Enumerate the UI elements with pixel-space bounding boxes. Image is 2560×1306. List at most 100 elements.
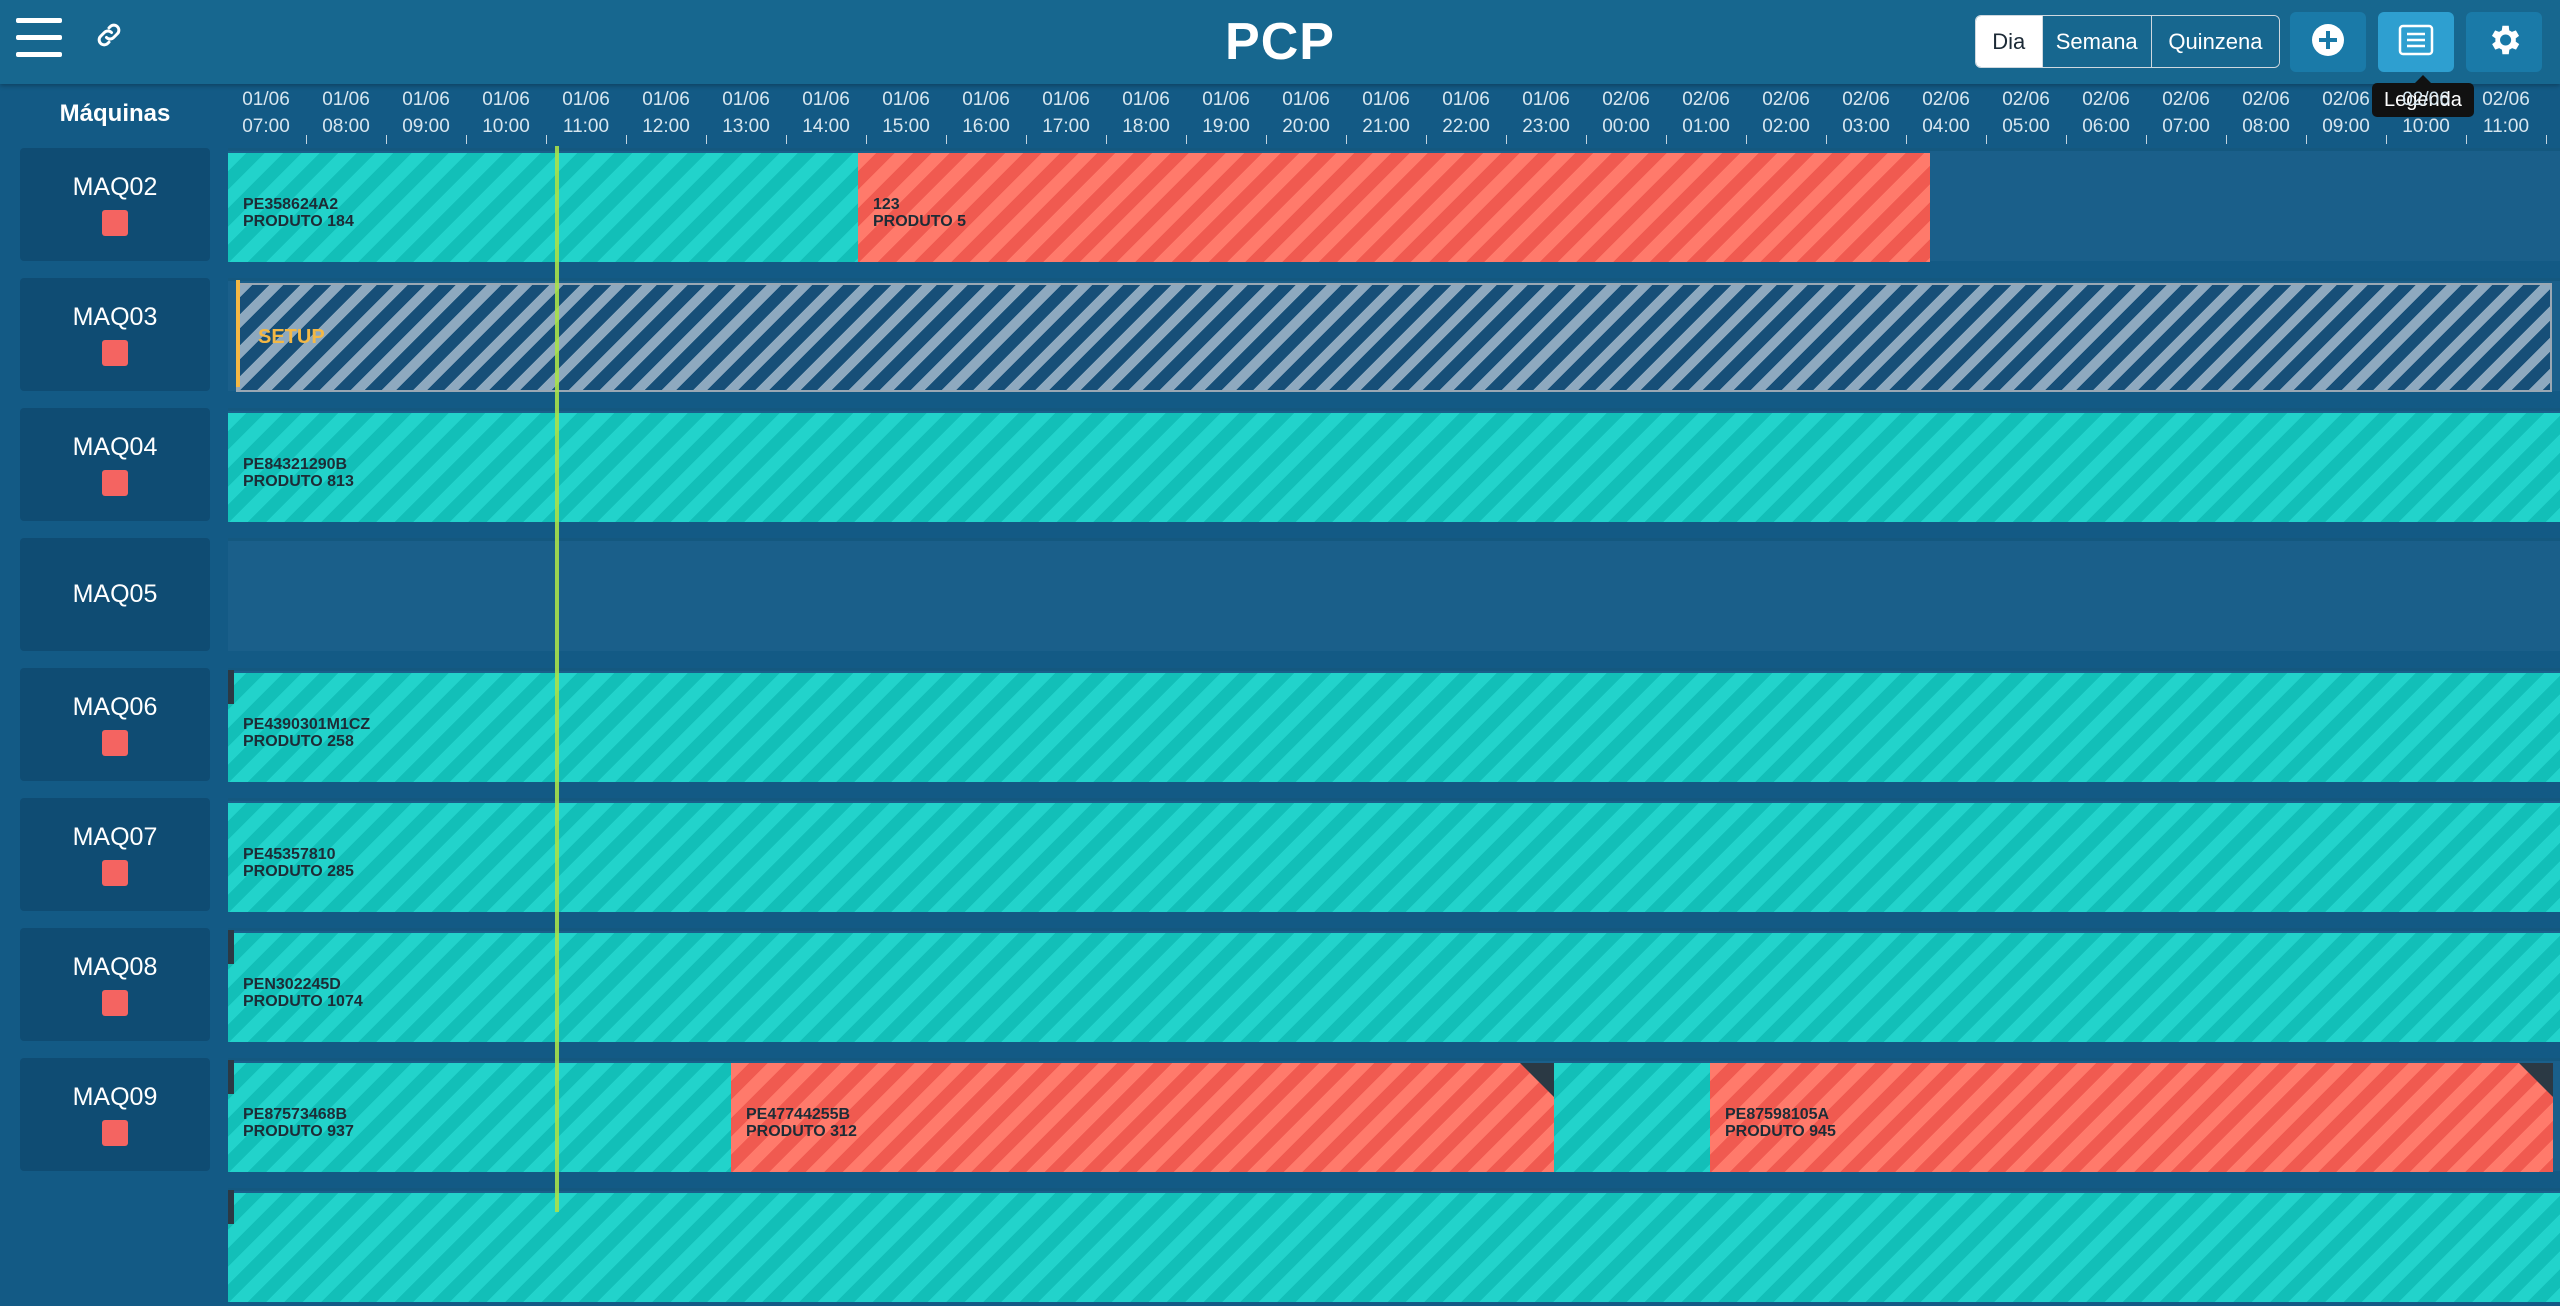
tick-mark	[2066, 135, 2067, 144]
tick-mark	[786, 135, 787, 144]
order-product: PRODUTO 937	[243, 1123, 354, 1140]
machine-card[interactable]: MAQ06	[20, 668, 210, 781]
machine-card[interactable]: MAQ07	[20, 798, 210, 911]
tick-date: 01/06	[1282, 89, 1330, 110]
tick-date: 01/06	[1442, 89, 1490, 110]
production-order-block[interactable]: PE87598105A PRODUTO 945	[1710, 1063, 2553, 1172]
tick-time: 10:00	[482, 116, 530, 137]
time-tick-label: 01/06 07:00	[226, 86, 306, 140]
production-order-block[interactable]: PE87573468B PRODUTO 937	[228, 1063, 731, 1172]
machine-status-indicator	[102, 210, 128, 236]
tick-time: 20:00	[1282, 116, 1330, 137]
production-order-block[interactable]: PE4390301M1CZ PRODUTO 258	[228, 673, 2560, 782]
production-order-block[interactable]: PE45357810 PRODUTO 285	[228, 803, 2560, 912]
machine-row: MAQ07 PE45357810 PRODUTO 285	[0, 798, 2560, 916]
tick-date: 01/06	[802, 89, 850, 110]
order-text: PE4390301M1CZ PRODUTO 258	[243, 716, 370, 750]
add-button[interactable]	[2290, 12, 2366, 72]
time-tick-label: 02/06 01:00	[1666, 86, 1746, 140]
tick-time: 21:00	[1362, 116, 1410, 137]
machine-card[interactable]: MAQ02	[20, 148, 210, 261]
top-bar: PCP Dia Semana Quinzena	[0, 0, 2560, 84]
tick-date: 01/06	[1202, 89, 1250, 110]
view-day-button[interactable]: Dia	[1976, 16, 2042, 67]
machine-row: MAQ04 PE84321290B PRODUTO 813	[0, 408, 2560, 526]
tick-time: 07:00	[2162, 116, 2210, 137]
time-tick-label: 02/06 10:00	[2386, 86, 2466, 140]
order-product: PRODUTO 1074	[243, 993, 363, 1010]
tick-date: 02/06	[2082, 89, 2130, 110]
setup-start-marker	[236, 280, 240, 387]
tick-date: 01/06	[882, 89, 930, 110]
order-text: PE47744255B PRODUTO 312	[746, 1106, 857, 1140]
time-tick-label: 02/06 08:00	[2226, 86, 2306, 140]
gear-icon	[2485, 21, 2523, 64]
setup-block[interactable]: SETUP	[236, 283, 2552, 392]
production-order-block[interactable]: PEN302245D PRODUTO 1074	[228, 933, 2560, 1042]
order-text: PE358624A2 PRODUTO 184	[243, 196, 354, 230]
machine-lane: PEN302245D PRODUTO 1074	[228, 928, 2560, 1042]
order-code: PE47744255B	[746, 1106, 851, 1123]
tick-time: 03:00	[1842, 116, 1890, 137]
tick-date: 01/06	[322, 89, 370, 110]
tick-date: 02/06	[2002, 89, 2050, 110]
view-fortnight-button[interactable]: Quinzena	[2150, 16, 2279, 67]
tick-mark	[2146, 135, 2147, 144]
production-order-block[interactable]: PE47744255B PRODUTO 312	[731, 1063, 1554, 1172]
order-text: 123 PRODUTO 5	[873, 196, 966, 230]
time-tick-label: 01/06 19:00	[1186, 86, 1266, 140]
time-tick-label: 01/06 13:00	[706, 86, 786, 140]
hamburger-menu-icon[interactable]	[16, 18, 62, 58]
time-tick-label: 02/06 04:00	[1906, 86, 1986, 140]
machine-card[interactable]: MAQ05	[20, 538, 210, 651]
order-product: PRODUTO 312	[746, 1123, 857, 1140]
machine-name: MAQ03	[72, 303, 158, 331]
tick-date: 02/06	[1922, 89, 1970, 110]
tick-time: 11:00	[562, 116, 610, 137]
machine-lane: PE4390301M1CZ PRODUTO 258	[228, 668, 2560, 782]
tick-time: 09:00	[2322, 116, 2370, 137]
production-order-block[interactable]	[228, 1193, 2560, 1302]
tick-mark	[306, 135, 307, 144]
time-tick-label: 01/06 22:00	[1426, 86, 1506, 140]
view-week-button[interactable]: Semana	[2041, 16, 2151, 67]
production-order-block[interactable]: 123 PRODUTO 5	[858, 153, 1930, 262]
order-text: PE45357810 PRODUTO 285	[243, 846, 354, 880]
production-order-block[interactable]	[1554, 1063, 1710, 1172]
tick-mark	[1346, 135, 1347, 144]
tick-time: 11:00	[2482, 116, 2530, 137]
tick-date: 01/06	[1042, 89, 1090, 110]
time-tick-label: 02/06 11:00	[2466, 86, 2546, 140]
tick-time: 06:00	[2082, 116, 2130, 137]
machine-card[interactable]: MAQ04	[20, 408, 210, 521]
machine-row: MAQ08 PEN302245D PRODUTO 1074	[0, 928, 2560, 1046]
tick-date: 02/06	[1842, 89, 1890, 110]
machine-name: MAQ04	[72, 433, 158, 461]
time-tick-label: 02/06 09:00	[2306, 86, 2386, 140]
time-tick-label: 01/06 21:00	[1346, 86, 1426, 140]
tick-mark	[2306, 135, 2307, 144]
setup-label: SETUP	[258, 326, 325, 348]
tick-mark	[1666, 135, 1667, 144]
machine-name: MAQ08	[72, 953, 158, 981]
tick-mark	[1746, 135, 1747, 144]
tick-date: 01/06	[722, 89, 770, 110]
tick-date: 02/06	[1682, 89, 1730, 110]
machine-name: MAQ02	[72, 173, 158, 201]
tick-mark	[1506, 135, 1507, 144]
production-order-block[interactable]: PE358624A2 PRODUTO 184	[228, 153, 858, 262]
machine-card[interactable]: MAQ03	[20, 278, 210, 391]
tick-date: 02/06	[1602, 89, 1650, 110]
lane-start-marker	[228, 930, 234, 964]
machine-row-partial	[0, 1188, 2560, 1306]
tick-date: 01/06	[1522, 89, 1570, 110]
legend-button[interactable]	[2378, 12, 2454, 72]
machine-card[interactable]: MAQ09	[20, 1058, 210, 1171]
machine-status-indicator	[102, 1120, 128, 1146]
settings-button[interactable]	[2466, 12, 2542, 72]
tick-time: 02:00	[1762, 116, 1810, 137]
time-tick-label: 01/06 08:00	[306, 86, 386, 140]
link-icon[interactable]	[94, 20, 124, 50]
machine-card[interactable]: MAQ08	[20, 928, 210, 1041]
production-order-block[interactable]: PE84321290B PRODUTO 813	[228, 413, 2560, 522]
